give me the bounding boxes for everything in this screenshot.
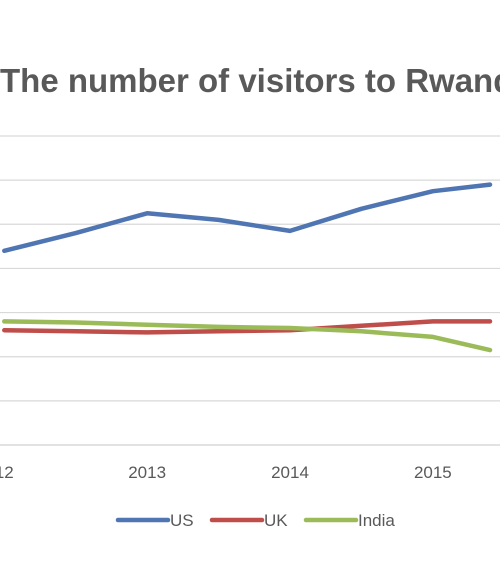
series-line-us: [2, 182, 493, 254]
chart-title: The number of visitors to Rwand: [0, 62, 500, 99]
x-axis-ticks: 12 2013 2014 2015: [0, 463, 452, 482]
x-tick-label: 2014: [271, 463, 309, 482]
x-tick-label: 12: [0, 463, 14, 482]
x-tick-label: 2015: [414, 463, 452, 482]
legend-label-india: India: [358, 511, 395, 530]
series-line-uk: [2, 319, 493, 335]
gridlines: [0, 135, 500, 446]
series-line-india: [2, 319, 493, 353]
legend-label-us: US: [170, 511, 194, 530]
series-lines: [2, 182, 493, 353]
x-tick-label: 2013: [128, 463, 166, 482]
legend-label-uk: UK: [264, 511, 288, 530]
legend: US UK India: [115, 511, 395, 530]
